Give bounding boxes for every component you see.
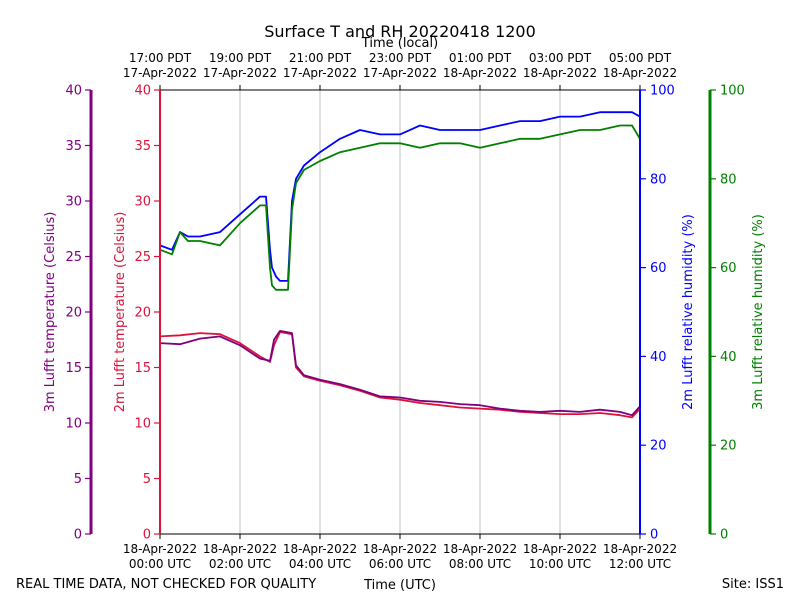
x-tick-time: 08:00 UTC	[449, 557, 511, 571]
rh3m-tick-label: 80	[720, 172, 737, 187]
grid-layer	[239, 90, 561, 534]
top-tick-time: 21:00 PDT	[289, 51, 352, 65]
top-tick-date: 18-Apr-2022	[523, 66, 597, 80]
x-tick-date: 18-Apr-2022	[443, 542, 517, 556]
t3m-tick-label: 10	[65, 417, 82, 432]
t3m-tick-label: 15	[65, 361, 82, 376]
top-tick-time: 23:00 PDT	[369, 51, 432, 65]
top-tick-date: 17-Apr-2022	[283, 66, 357, 80]
top-tick-date: 17-Apr-2022	[203, 66, 277, 80]
x-tick-time: 06:00 UTC	[369, 557, 431, 571]
t2m-tick-label: 20	[134, 306, 151, 321]
rh2m-tick-label: 100	[650, 84, 675, 99]
series-layer	[159, 111, 641, 419]
x-tick-date: 18-Apr-2022	[603, 542, 677, 556]
x-tick-time: 10:00 UTC	[529, 557, 591, 571]
t3m-tick-label: 20	[65, 306, 82, 321]
series-line-rh3m	[159, 124, 641, 291]
rh2m-axis-label: 2m Lufft relative humidity (%)	[681, 214, 696, 410]
top-tick-date: 17-Apr-2022	[363, 66, 437, 80]
t2m-tick-label: 10	[134, 417, 151, 432]
top-tick-time: 01:00 PDT	[449, 51, 512, 65]
top-tick-date: 17-Apr-2022	[123, 66, 197, 80]
site-label: Site: ISS1	[722, 577, 784, 592]
t3m-axis-label: 3m Lufft temperature (Celsius)	[43, 212, 58, 413]
t2m-tick-label: 0	[143, 528, 151, 543]
t2m-axis-label: 2m Lufft temperature (Celsius)	[113, 212, 128, 413]
series-line-t3m	[159, 329, 641, 417]
t3m-tick-label: 25	[65, 250, 82, 265]
rh2m-tick-label: 40	[650, 350, 667, 365]
top-axis-label: Time (local)	[361, 36, 438, 51]
top-tick-date: 18-Apr-2022	[443, 66, 517, 80]
t2m-tick-label: 25	[134, 250, 151, 265]
rh2m-tick-label: 60	[650, 261, 667, 276]
top-tick-time: 05:00 PDT	[609, 51, 672, 65]
top-tick-time: 03:00 PDT	[529, 51, 592, 65]
x-tick-date: 18-Apr-2022	[523, 542, 597, 556]
top-tick-time: 17:00 PDT	[129, 51, 192, 65]
rh3m-tick-label: 0	[720, 528, 728, 543]
x-tick-time: 02:00 UTC	[209, 557, 271, 571]
t3m-tick-label: 40	[65, 84, 82, 99]
rh3m-tick-label: 60	[720, 261, 737, 276]
x-tick-date: 18-Apr-2022	[203, 542, 277, 556]
t2m-tick-label: 40	[134, 84, 151, 99]
x-tick-time: 12:00 UTC	[609, 557, 671, 571]
rh3m-axis-label: 3m Lufft relative humidity (%)	[751, 214, 766, 410]
quality-disclaimer: REAL TIME DATA, NOT CHECKED FOR QUALITY	[16, 577, 316, 592]
x-tick-time: 00:00 UTC	[129, 557, 191, 571]
t3m-tick-label: 35	[65, 139, 82, 154]
top-tick-date: 18-Apr-2022	[603, 66, 677, 80]
x-axis-label: Time (UTC)	[363, 578, 436, 593]
rh3m-tick-label: 100	[720, 84, 745, 99]
t3m-tick-label: 5	[74, 472, 82, 487]
t3m-tick-label: 30	[65, 195, 82, 210]
rh2m-tick-label: 80	[650, 172, 667, 187]
rh3m-tick-label: 20	[720, 439, 737, 454]
series-line-rh2m	[159, 111, 641, 282]
series-line-t2m	[159, 331, 641, 419]
x-tick-date: 18-Apr-2022	[363, 542, 437, 556]
t3m-tick-label: 0	[74, 528, 82, 543]
x-tick-date: 18-Apr-2022	[283, 542, 357, 556]
rh3m-tick-label: 40	[720, 350, 737, 365]
x-tick-time: 04:00 UTC	[289, 557, 351, 571]
t2m-tick-label: 5	[143, 472, 151, 487]
x-tick-date: 18-Apr-2022	[123, 542, 197, 556]
t2m-tick-label: 15	[134, 361, 151, 376]
t2m-tick-label: 30	[134, 195, 151, 210]
rh2m-tick-label: 20	[650, 439, 667, 454]
rh2m-tick-label: 0	[650, 528, 658, 543]
t2m-tick-label: 35	[134, 139, 151, 154]
chart-title: Surface T and RH 20220418 1200	[264, 22, 536, 41]
top-tick-time: 19:00 PDT	[209, 51, 272, 65]
